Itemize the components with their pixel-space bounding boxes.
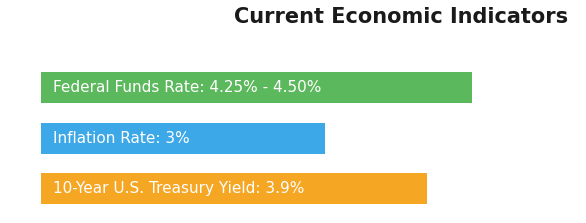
Text: 10-Year U.S. Treasury Yield: 3.9%: 10-Year U.S. Treasury Yield: 3.9% <box>53 181 304 196</box>
FancyBboxPatch shape <box>41 72 472 103</box>
FancyBboxPatch shape <box>41 173 427 204</box>
Text: Current Economic Indicators: Current Economic Indicators <box>234 7 568 27</box>
FancyBboxPatch shape <box>41 123 325 154</box>
Text: Federal Funds Rate: 4.25% - 4.50%: Federal Funds Rate: 4.25% - 4.50% <box>53 80 321 95</box>
Text: Inflation Rate: 3%: Inflation Rate: 3% <box>53 131 189 146</box>
